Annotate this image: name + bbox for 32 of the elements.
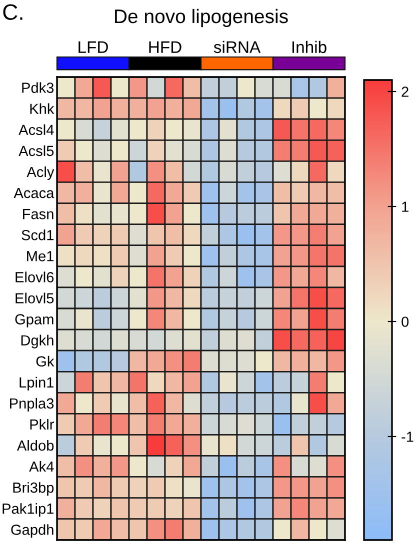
y-tick-label: Aldob [16, 440, 54, 451]
color-bar-label: -1 [402, 432, 414, 442]
y-tick-label: Me1 [27, 251, 54, 262]
text: siRNA [214, 40, 261, 54]
y-tick-label: Acly [26, 166, 54, 180]
y-tick-label: Pak1ip1 [2, 503, 54, 517]
y-tick-label: Gk [36, 356, 54, 367]
color-bar-label: 1 [402, 202, 408, 212]
y-tick-label: Khk [30, 103, 54, 114]
y-tick-label: Elovl5 [16, 292, 54, 304]
y-tick-label: Bri3bp [13, 482, 54, 496]
color-bar-label: 0 [402, 316, 409, 327]
y-tick-label: Acsl5 [18, 145, 54, 156]
text: Inhib [292, 40, 326, 54]
y-tick-label: Elovl6 [16, 272, 54, 282]
text: HFD [149, 41, 182, 53]
y-tick-label: Acsl4 [18, 124, 54, 136]
y-tick-label: Scd1 [22, 230, 54, 240]
text: C. [3, 4, 22, 20]
y-tick-label: Dgkh [21, 334, 54, 348]
y-tick-label: Gpam [15, 314, 54, 328]
y-tick-label: Fasn [23, 209, 54, 220]
y-tick-label: Acaca [14, 188, 54, 198]
color-bar-label: 2 [402, 86, 408, 97]
y-tick-label: Lpin1 [20, 376, 54, 390]
y-tick-label: Pnpla3 [10, 398, 54, 412]
chart-title: De novo lipogenesis [115, 8, 288, 28]
y-tick-label: Ak4 [29, 461, 54, 472]
text: LFD [78, 41, 108, 53]
y-tick-label: Pklr [30, 418, 54, 430]
y-tick-label: Pdk3 [22, 82, 54, 93]
y-tick-label: Gapdh [11, 524, 54, 538]
